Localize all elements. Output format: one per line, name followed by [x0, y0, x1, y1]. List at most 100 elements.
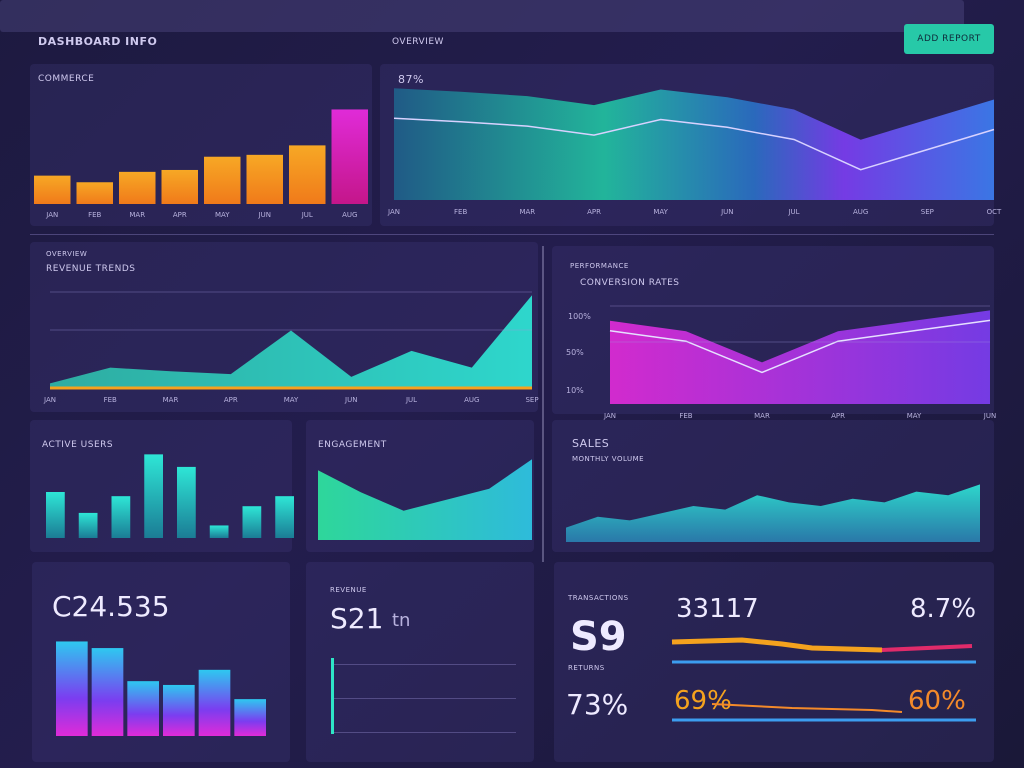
- kpi-right-sub: RETURNS: [568, 664, 605, 672]
- gridline: [332, 732, 516, 733]
- bar: [204, 156, 241, 204]
- small-area-chart: [318, 459, 532, 540]
- bar: [161, 169, 198, 204]
- mid-right-tick: 50%: [566, 348, 584, 357]
- bar: [163, 684, 195, 736]
- bar: [331, 109, 368, 204]
- x-tick-label: FEB: [88, 211, 101, 219]
- gridline: [332, 698, 516, 699]
- bottom-left-bar-chart: [56, 641, 266, 736]
- right-area-subtitle: MONTHLY VOLUME: [572, 455, 645, 463]
- mid-right-tick: 10%: [566, 386, 584, 395]
- section-divider: [30, 234, 994, 235]
- kpi-right-progress-lines: [671, 637, 976, 722]
- top-left-title: COMMERCE: [38, 74, 95, 84]
- x-tick-label: MAR: [754, 412, 770, 420]
- bar: [198, 669, 231, 736]
- bar: [76, 182, 113, 204]
- bar: [144, 454, 163, 538]
- series-area: [50, 295, 532, 388]
- x-tick-label: MAR: [163, 396, 179, 404]
- kpi-right-header: TRANSACTIONS: [568, 594, 629, 602]
- x-tick-label: APR: [173, 211, 187, 219]
- bar: [56, 641, 88, 736]
- x-tick-label: MAR: [129, 211, 145, 219]
- small-bar-chart: [46, 454, 294, 538]
- mid-left-subtitle: REVENUE TRENDS: [46, 264, 136, 274]
- x-tick-label: SEP: [525, 396, 538, 404]
- bar: [127, 681, 159, 736]
- kpi-center-value: S21: [330, 602, 384, 635]
- top-bar: [0, 0, 964, 32]
- x-tick-label: JUN: [983, 412, 996, 420]
- x-tick-label: SEP: [921, 208, 934, 216]
- bar: [34, 175, 71, 204]
- bar: [234, 699, 266, 736]
- top-left-bar-chart: JAN FEB MAR APR MAY JUN JUL AUG: [34, 109, 368, 219]
- bar: [111, 496, 131, 538]
- series-line: [393, 117, 995, 171]
- add-report-button[interactable]: ADD REPORT: [904, 24, 994, 54]
- x-tick-label: OCT: [987, 208, 1002, 216]
- x-tick-label: JAN: [387, 208, 400, 216]
- kpi-right-pct-mid: 69%: [674, 686, 732, 716]
- mid-right-tick: 100%: [568, 312, 591, 321]
- top-center-label: OVERVIEW: [392, 37, 444, 47]
- kpi-left-value: C24.535: [52, 590, 170, 623]
- x-tick-label: MAY: [907, 412, 922, 420]
- mid-left-title: OVERVIEW: [46, 250, 88, 258]
- bottom-center-kpi-panel: [306, 562, 534, 762]
- kpi-right-pct-top: 8.7%: [910, 594, 977, 624]
- x-tick-label: JUN: [258, 211, 271, 219]
- mid-left-area-chart: JAN FEB MAR APR MAY JUN JUL AUG SEP: [43, 291, 539, 404]
- kpi-center-unit: tn: [392, 610, 411, 631]
- x-tick-label: JAN: [43, 396, 56, 404]
- bar: [275, 496, 294, 538]
- x-tick-label: APR: [224, 396, 238, 404]
- app-title: DASHBOARD INFO: [38, 35, 158, 48]
- x-tick-label: MAY: [215, 211, 230, 219]
- series-area: [566, 484, 980, 542]
- x-tick-label: FEB: [454, 208, 467, 216]
- x-tick-label: FEB: [104, 396, 117, 404]
- x-tick-label: JAN: [45, 211, 58, 219]
- top-right-area-chart: JAN FEB MAR APR MAY JUN JUL AUG SEP OCT: [387, 88, 1002, 216]
- x-tick-label: MAY: [653, 208, 668, 216]
- x-tick-label: AUG: [853, 208, 868, 216]
- bar: [91, 648, 124, 736]
- mid-right-subtitle: CONVERSION RATES: [580, 278, 680, 288]
- series-area: [318, 459, 532, 540]
- x-tick-label: AUG: [464, 396, 479, 404]
- x-tick-label: JUL: [301, 211, 313, 219]
- x-tick-label: MAY: [284, 396, 299, 404]
- bar: [289, 145, 326, 204]
- bar: [78, 512, 98, 538]
- x-tick-label: FEB: [679, 412, 692, 420]
- bar: [246, 154, 283, 204]
- small-bars-title: ACTIVE USERS: [42, 440, 114, 450]
- bar: [209, 525, 229, 538]
- x-tick-label: JAN: [603, 412, 616, 420]
- x-tick-label: JUL: [405, 396, 417, 404]
- right-area-title: SALES: [572, 437, 610, 450]
- mid-right-area-chart: JAN FEB MAR APR MAY JUN: [603, 305, 996, 420]
- bar: [177, 466, 196, 538]
- right-area-chart: [566, 484, 980, 542]
- kpi-right-pct-right: 60%: [908, 686, 966, 716]
- kpi-right-big: S9: [570, 614, 627, 660]
- bar: [119, 171, 156, 204]
- kpi-right-value: 33117: [676, 594, 759, 624]
- series-area: [394, 88, 994, 200]
- mid-right-title: PERFORMANCE: [570, 262, 629, 270]
- x-tick-label: AUG: [342, 211, 357, 219]
- gridline: [332, 664, 516, 665]
- kpi-center-label: REVENUE: [330, 586, 367, 594]
- x-tick-label: JUN: [720, 208, 733, 216]
- small-area-title: ENGAGEMENT: [318, 440, 387, 450]
- x-tick-label: JUL: [787, 208, 799, 216]
- x-tick-label: MAR: [519, 208, 535, 216]
- x-tick-label: APR: [831, 412, 845, 420]
- bar: [242, 506, 262, 538]
- vertical-divider: [542, 246, 544, 562]
- kpi-right-pct-left: 73%: [566, 688, 629, 721]
